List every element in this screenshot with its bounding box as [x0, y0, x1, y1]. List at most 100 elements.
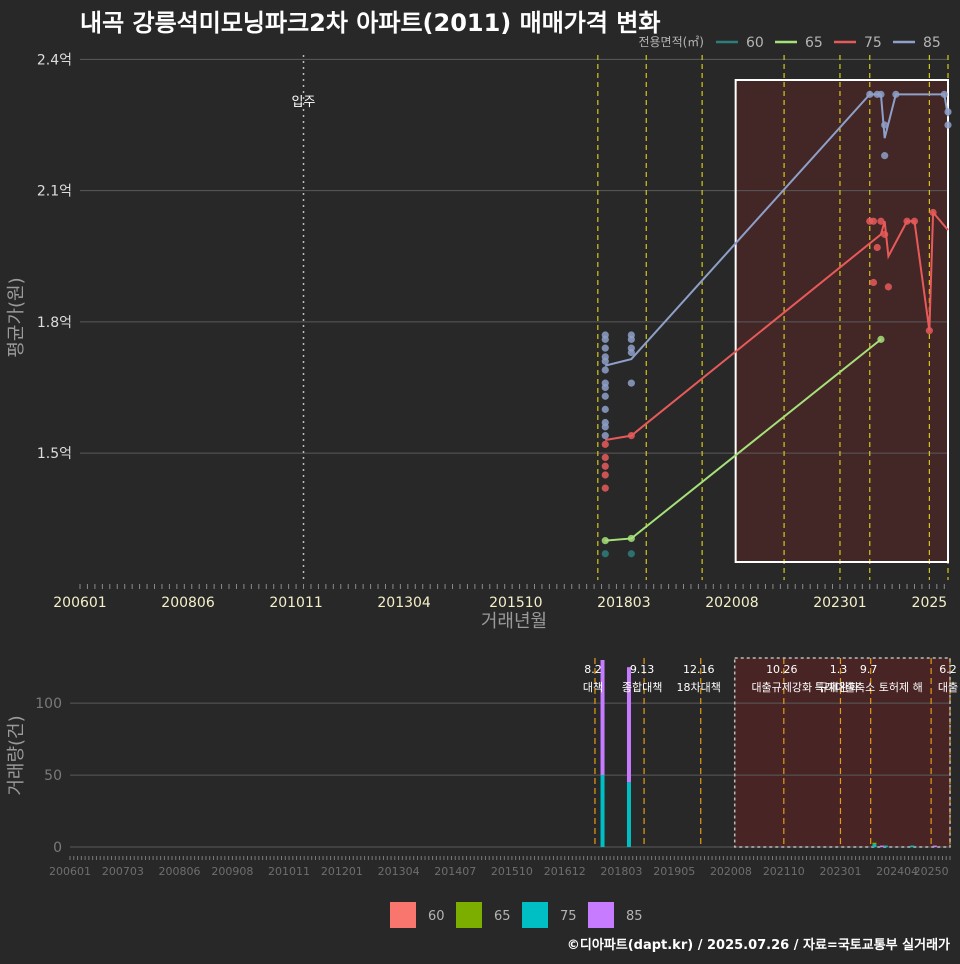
policy-label-1: 종합대책	[622, 681, 662, 694]
data-point-75	[929, 208, 937, 217]
volume-x-tick-label-12: 202008	[710, 865, 752, 878]
data-point-65	[601, 537, 609, 545]
volume-legend-label-60: 60	[428, 909, 445, 924]
data-point-60	[627, 550, 635, 558]
legend-label-65: 65	[805, 35, 823, 51]
policy-label-6: 대출	[938, 681, 958, 694]
policy-date-3: 10.26	[766, 663, 798, 676]
volume-x-tick-label-6: 201304	[378, 865, 420, 878]
y-axis-title: 평균가(원)	[6, 277, 27, 357]
series-line-75	[605, 209, 949, 441]
data-point-85	[866, 90, 874, 98]
volume-x-tick-label-3: 200908	[211, 865, 253, 878]
highlight-region	[735, 80, 948, 562]
volume-x-tick-label-11: 201905	[653, 865, 695, 878]
volume-legend-swatch-60	[390, 902, 416, 928]
volume-x-tick-label-7: 201407	[434, 865, 476, 878]
legend-label-85: 85	[923, 35, 941, 51]
volume-x-tick-label-16: 20250	[914, 865, 949, 878]
highlight-border	[734, 79, 950, 563]
volume-bar-2-75	[872, 844, 877, 847]
volume-x-tick-label-15: 202404	[876, 865, 918, 878]
data-point-75	[903, 217, 911, 225]
volume-x-tick-label-10: 201803	[600, 865, 642, 878]
volume-bar-6-85	[932, 845, 937, 847]
data-point-75	[869, 278, 878, 287]
data-point-75	[601, 453, 609, 462]
volume-bar-4-75	[883, 845, 888, 847]
data-point-85	[877, 90, 885, 98]
data-point-85	[944, 108, 952, 116]
data-point-85	[627, 344, 635, 352]
policy-label-3: 대출규제강화	[751, 681, 812, 694]
volume-legend-label-75: 75	[560, 909, 577, 924]
y-tick-label-0: 1.5억	[37, 446, 72, 462]
data-point-85	[601, 331, 609, 339]
x-tick-label-8: 2025	[912, 595, 948, 611]
credit-text: ©디아파트(dapt.kr) / 2025.07.26 / 자료=국토교통부 실…	[566, 938, 950, 953]
legend-title: 전용면적(㎡)	[638, 35, 704, 49]
data-point-65	[877, 335, 885, 343]
volume-legend-label-65: 65	[494, 909, 511, 924]
data-point-85	[601, 405, 609, 413]
volume-highlight-region	[734, 658, 950, 847]
series-line-85	[605, 93, 949, 367]
volume-legend-label-85: 85	[626, 909, 643, 924]
volume-bar-3-85	[880, 845, 885, 847]
volume-y-tick-label-0: 0	[53, 840, 62, 856]
data-point-85	[881, 152, 889, 160]
data-point-85	[601, 379, 609, 387]
policy-date-4: 1.3	[830, 663, 848, 676]
policy-date-5: 9.7	[860, 663, 878, 676]
volume-x-tick-label-4: 201011	[268, 865, 310, 878]
y-tick-label-1: 1.8억	[37, 315, 72, 331]
data-point-85	[627, 331, 635, 339]
x-tick-label-2: 201011	[269, 595, 322, 611]
x-tick-label-4: 201510	[489, 595, 542, 611]
data-point-75	[601, 471, 609, 479]
policy-date-0: 8.2	[584, 663, 602, 676]
data-point-75	[601, 484, 609, 492]
policy-label-2: 18차대책	[677, 681, 721, 694]
data-point-60	[601, 550, 609, 558]
x-tick-label-0: 200601	[53, 595, 106, 611]
x-tick-label-6: 202008	[705, 595, 758, 611]
volume-x-tick-label-14: 202301	[819, 865, 861, 878]
x-tick-label-1: 200806	[161, 595, 215, 611]
volume-bar-5-75	[910, 845, 915, 847]
data-point-85	[601, 344, 609, 352]
volume-x-tick-label-13: 202110	[763, 865, 805, 878]
volume-legend-swatch-85	[588, 902, 614, 928]
data-point-65	[627, 534, 635, 543]
data-point-75	[910, 217, 919, 225]
data-point-75	[925, 327, 933, 335]
volume-x-tick-label-9: 201612	[544, 865, 586, 878]
x-tick-label-7: 202301	[813, 595, 866, 611]
policy-date-2: 12.16	[683, 663, 715, 676]
chart-title: 내곡 강릉석미모닝파크2차 아파트(2011) 매매가격 변화	[80, 9, 661, 37]
data-point-75	[884, 283, 892, 291]
volume-x-tick-label-1: 200703	[102, 865, 144, 878]
data-point-85	[601, 392, 609, 400]
policy-date-1: 9.13	[630, 663, 655, 676]
data-point-85	[601, 432, 609, 440]
volume-x-tick-label-2: 200806	[159, 865, 201, 878]
data-point-85	[601, 418, 609, 427]
y-tick-label-3: 2.4억	[37, 52, 72, 68]
data-point-75	[601, 440, 609, 448]
volume-y-tick-label-1: 50	[44, 768, 62, 784]
x-tick-label-3: 201304	[377, 595, 431, 611]
entry-label: 입주	[292, 95, 316, 110]
volume-x-tick-label-5: 201201	[321, 865, 363, 878]
data-point-75	[869, 217, 878, 225]
volume-x-tick-label-0: 200601	[49, 865, 91, 878]
x-minor-ticks	[79, 584, 945, 589]
policy-label-4: 규제완화	[818, 681, 858, 694]
data-point-75	[873, 243, 881, 252]
policy-label-0: 대책	[583, 681, 603, 694]
data-point-85	[601, 366, 609, 374]
data-point-85	[881, 121, 889, 129]
data-point-75	[601, 462, 609, 470]
